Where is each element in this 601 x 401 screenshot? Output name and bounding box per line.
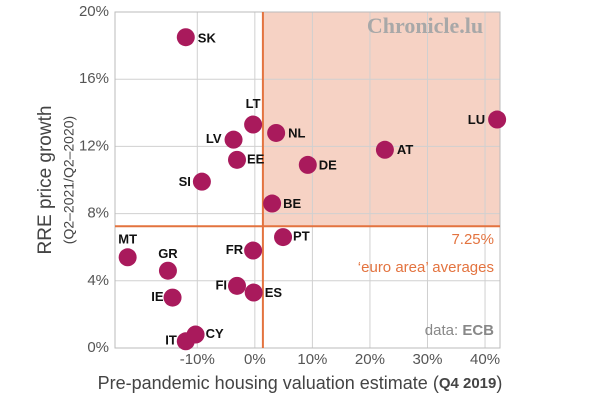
- point-label: AT: [397, 142, 413, 157]
- point-label: BE: [283, 196, 301, 211]
- point-label: DE: [319, 157, 337, 172]
- y-tick-label: 16%: [79, 70, 109, 87]
- point: [228, 150, 247, 169]
- point-label: IE: [151, 289, 164, 304]
- point: [244, 283, 263, 302]
- source: data: ECB: [425, 322, 494, 339]
- point: [375, 140, 394, 159]
- point: [118, 248, 137, 267]
- reference-label: ‘euro area’ averages: [358, 259, 494, 276]
- point-label: FI: [215, 277, 227, 292]
- x-tick-label: -10%: [180, 351, 215, 368]
- x-tick-label: 0%: [244, 351, 266, 368]
- plot-area: 0% 4% 8% 12% 16% 20% -10% 0% 10% 20% 30% 40% 7.25% ‘e…: [79, 3, 507, 368]
- watermark: Chronicle.lu: [367, 13, 483, 38]
- above-average-region: [262, 12, 500, 227]
- point-label: SI: [179, 174, 191, 189]
- point-label: PT: [293, 229, 310, 244]
- point: [224, 130, 243, 149]
- x-axis-label-period: Q4 2019: [439, 375, 497, 392]
- point: [228, 276, 247, 295]
- point: [274, 228, 293, 247]
- x-tick-label: 20%: [355, 351, 385, 368]
- source-prefix: data:: [425, 322, 463, 339]
- point: [267, 123, 286, 142]
- y-tick-label: 8%: [87, 205, 109, 222]
- x-tick-label: 40%: [470, 351, 500, 368]
- point: [192, 172, 211, 191]
- point-label: IT: [165, 333, 177, 348]
- point-label: LV: [206, 131, 222, 146]
- point: [176, 28, 195, 47]
- point: [163, 288, 182, 307]
- point-label: EE: [247, 151, 265, 166]
- point-label: FR: [226, 242, 244, 257]
- y-axis-label: RRE price growth: [35, 106, 56, 255]
- y-tick-label: 12%: [79, 137, 109, 154]
- point: [158, 261, 177, 280]
- point: [263, 194, 282, 213]
- point-label: LU: [468, 112, 485, 127]
- point-label: NL: [288, 125, 305, 140]
- y-tick-label: 4%: [87, 272, 109, 289]
- source-name: ECB: [462, 322, 494, 339]
- point-label: ES: [265, 285, 283, 300]
- y-axis-sublabel: (Q2–2021/Q2–2020): [61, 116, 77, 244]
- point: [298, 155, 317, 174]
- x-tick-label: 30%: [412, 351, 442, 368]
- x-axis-label-close: ): [496, 373, 502, 393]
- x-axis-label-text: Pre-pandemic housing valuation estimate …: [98, 373, 439, 393]
- y-tick-label: 0%: [87, 339, 109, 356]
- x-axis-label: Pre-pandemic housing valuation estimate …: [98, 373, 503, 393]
- point: [488, 110, 507, 129]
- point: [244, 241, 263, 260]
- x-tick-label: 10%: [297, 351, 327, 368]
- point: [176, 332, 195, 351]
- point: [244, 115, 263, 134]
- point-label: SK: [198, 31, 217, 46]
- point-label: CY: [206, 326, 224, 341]
- point-label: GR: [158, 246, 178, 261]
- plot-border: [114, 11, 501, 349]
- reference-value-label: 7.25%: [451, 231, 494, 248]
- point-label: MT: [118, 232, 137, 247]
- y-tick-label: 20%: [79, 3, 109, 20]
- point-label: LT: [246, 96, 261, 111]
